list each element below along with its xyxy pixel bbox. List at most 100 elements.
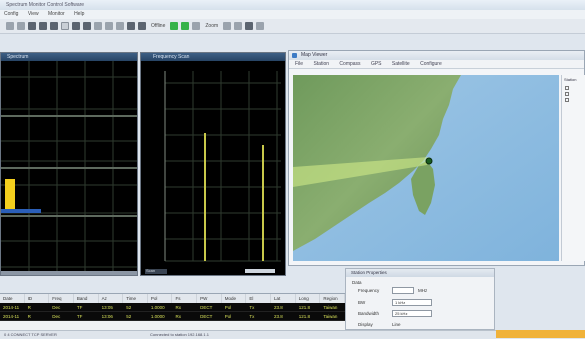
stop-icon[interactable] <box>72 22 80 30</box>
table-cell: 121.8 <box>298 305 310 310</box>
table-cell: 2014-11 <box>3 305 20 310</box>
side-checkbox-3[interactable] <box>565 98 569 102</box>
table-cell: Taiwan <box>323 305 338 310</box>
table-header-cell[interactable]: Date <box>0 294 25 303</box>
frequency-scan-pane: Frequency Scan Scan <box>140 52 286 276</box>
grid-icon[interactable] <box>39 22 47 30</box>
table-header-cell[interactable]: PW <box>197 294 222 303</box>
frequency-input[interactable] <box>392 287 414 294</box>
pause-icon[interactable] <box>192 22 201 30</box>
side-checkbox-1[interactable] <box>565 86 569 90</box>
zoom-out-icon[interactable] <box>234 22 243 30</box>
status-middle-text: Connected to station 192.168.1.1 <box>150 332 209 337</box>
table-header-cell[interactable]: Freq <box>49 294 74 303</box>
table-cell: 2014-11 <box>3 314 20 319</box>
layout-icon[interactable] <box>50 22 58 30</box>
toolbar: Offline Zoom <box>0 19 585 34</box>
table-cell: Dec <box>52 314 61 319</box>
table-row[interactable]: 2014-11 R Dec TF 13:05 52 1.0000 Rx DECT… <box>0 303 345 312</box>
marker-icon[interactable] <box>116 22 124 30</box>
map-menu-satellite[interactable]: Satellite <box>391 61 410 67</box>
table-cell: R <box>27 305 31 310</box>
table-header-cell[interactable]: Lat <box>271 294 296 303</box>
table-header-cell[interactable]: Pol <box>148 294 173 303</box>
new-icon[interactable] <box>6 22 14 30</box>
trace-icon[interactable] <box>127 22 135 30</box>
zoom-in-icon[interactable] <box>223 22 232 30</box>
settings-icon[interactable] <box>256 22 265 30</box>
table-header-cell[interactable]: Region <box>320 294 345 303</box>
map-menu-gps[interactable]: GPS <box>370 61 382 67</box>
side-panel-label: Station <box>564 77 577 82</box>
table-cell: Rx <box>175 314 181 319</box>
bw-select[interactable]: 1 kHz <box>392 299 432 306</box>
spectrum-plot[interactable] <box>1 61 139 277</box>
map-menu-file[interactable]: File <box>295 61 304 67</box>
menu-config[interactable]: Config <box>4 11 19 17</box>
connect-icon[interactable] <box>181 22 190 30</box>
window-title: Spectrum Monitor Control Software <box>6 2 85 8</box>
open-icon[interactable] <box>17 22 25 30</box>
side-checkbox-2[interactable] <box>565 92 569 96</box>
measure-icon[interactable] <box>105 22 113 30</box>
table-cell: 23.8 <box>274 314 283 319</box>
record-icon[interactable] <box>83 22 91 30</box>
map-window-title-bar: Map Viewer <box>289 51 584 60</box>
menu-bar: Config View Monitor Help <box>0 10 585 19</box>
map-icon-small <box>292 53 297 58</box>
table-cell: 23.8 <box>274 305 283 310</box>
menu-help[interactable]: Help <box>74 11 85 17</box>
map-view[interactable] <box>293 75 559 261</box>
cursor-icon[interactable] <box>94 22 102 30</box>
bearing-beam <box>293 157 429 187</box>
bw-label: BW <box>358 300 366 305</box>
table-cell: TF <box>76 314 83 319</box>
display-label: Display <box>358 322 373 327</box>
table-header-cell[interactable]: El <box>246 294 272 303</box>
map-menu-configure[interactable]: Configure <box>420 61 442 67</box>
table-header-cell[interactable]: Band <box>74 294 99 303</box>
menu-view[interactable]: View <box>27 11 39 17</box>
table-cell: TF <box>76 305 83 310</box>
station-marker[interactable] <box>425 157 433 165</box>
status-indicator <box>496 330 585 338</box>
map-icon[interactable] <box>245 22 254 30</box>
table-cell: R <box>27 314 31 319</box>
table-cell: DECT <box>200 305 213 310</box>
map-menu-station[interactable]: Station <box>313 61 330 67</box>
window-title-bar: Spectrum Monitor Control Software <box>0 0 585 10</box>
spectrum-pane: Spectrum <box>0 52 138 276</box>
menu-monitor[interactable]: Monitor <box>47 11 65 17</box>
table-header-cell[interactable]: ID <box>25 294 50 303</box>
bandwidth-label: Bandwidth <box>358 311 380 316</box>
frequency-scan-plot[interactable] <box>141 61 287 277</box>
map-window-title: Map Viewer <box>301 52 328 58</box>
table-header-cell[interactable]: Long <box>296 294 321 303</box>
table-cell: 52 <box>126 305 132 310</box>
table-header-cell[interactable]: Mode <box>222 294 247 303</box>
spectrum-pane-title: Spectrum <box>1 53 137 61</box>
table-header-cell[interactable]: Time <box>123 294 148 303</box>
map-window: Map Viewer File Station Compass GPS Sate… <box>288 50 585 266</box>
table-cell: Pol <box>224 305 232 310</box>
frequency-scan-pane-title: Frequency Scan <box>141 53 285 61</box>
table-cell: Taiwan <box>323 314 338 319</box>
run-icon[interactable] <box>170 22 179 30</box>
table-header-cell[interactable]: Fs <box>172 294 198 303</box>
table-cell: 52 <box>126 314 132 319</box>
map-menu-bar: File Station Compass GPS Satellite Confi… <box>289 60 584 69</box>
table-row[interactable]: 2014-11 R Dec TF 13:06 52 1.0000 Rx DECT… <box>0 312 345 321</box>
scan-icon[interactable] <box>138 22 146 30</box>
frequency-unit: MHz <box>418 288 428 293</box>
window-icon[interactable] <box>61 22 69 30</box>
baseline-bar <box>1 209 41 213</box>
display-option[interactable]: Line <box>392 322 401 327</box>
status-bar: 0 4 CONNECT TCP SERVER Connected to stat… <box>0 330 585 338</box>
table-header: Date ID Freq Band Az Time Pol Fs PW Mode… <box>0 294 345 303</box>
table-cell: Rx <box>175 305 181 310</box>
map-menu-compass[interactable]: Compass <box>339 61 361 67</box>
table-header-cell[interactable]: Az <box>99 294 124 303</box>
table-cell: 121.8 <box>298 314 310 319</box>
save-icon[interactable] <box>28 22 36 30</box>
bandwidth-select[interactable]: 25 kHz <box>392 310 432 317</box>
